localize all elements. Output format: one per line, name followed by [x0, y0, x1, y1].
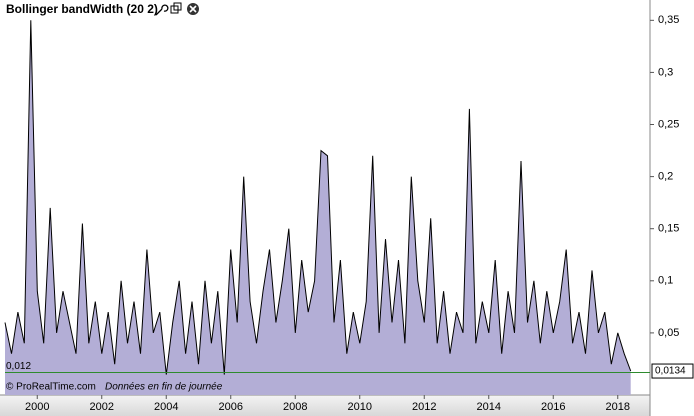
x-tick-label: 2004 — [154, 401, 178, 413]
x-tick-label: 2006 — [219, 401, 243, 413]
x-tick-label: 2016 — [541, 401, 565, 413]
plot-area — [4, 20, 632, 396]
y-tick-label: 0,3 — [658, 66, 673, 78]
y-tick-label: 0,1 — [658, 275, 673, 287]
y-tick-label: 0,25 — [658, 118, 679, 130]
chart-title: Bollinger bandWidth (20 2) — [6, 2, 158, 16]
x-tick-label: 2008 — [283, 401, 307, 413]
x-tick-label: 2018 — [606, 401, 630, 413]
source: © ProRealTime.com — [6, 382, 96, 393]
level-label: 0,012 — [6, 361, 31, 372]
x-tick-label: 2012 — [412, 401, 436, 413]
y-tick-label: 0,15 — [658, 223, 679, 235]
y-tick-label: 0,35 — [658, 14, 679, 26]
y-tick-label: 0,2 — [658, 171, 673, 183]
close-cross[interactable] — [189, 5, 197, 13]
settings-icon[interactable] — [155, 4, 169, 16]
y-tick-label: 0,05 — [658, 327, 679, 339]
x-tick-label: 2000 — [25, 401, 49, 413]
x-tick-label: 2014 — [477, 401, 501, 413]
note: Données en fin de journée — [105, 382, 223, 393]
x-tick-label: 2010 — [348, 401, 372, 413]
x-tick-label: 2002 — [90, 401, 114, 413]
current-value-label: 0,0134 — [655, 366, 686, 377]
toolbar-icons[interactable] — [155, 2, 199, 16]
window-icon-back[interactable] — [173, 2, 182, 11]
title-bar — [2, 1, 202, 18]
line — [4, 20, 632, 375]
current-value-box — [651, 363, 694, 379]
x-axis-panel — [0, 395, 650, 416]
